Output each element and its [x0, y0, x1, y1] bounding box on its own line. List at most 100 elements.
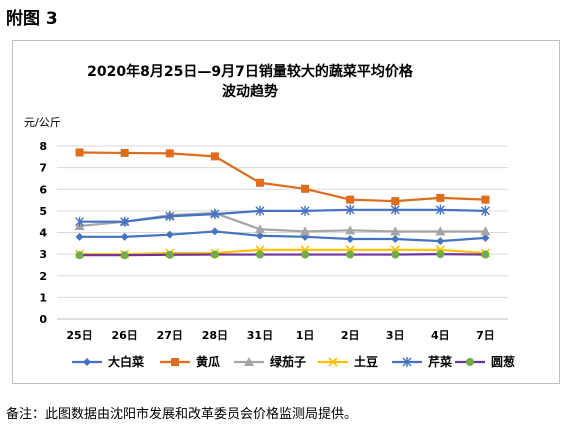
- legend-item: 圆葱: [455, 354, 515, 369]
- data-point: [390, 226, 401, 236]
- data-point: [255, 205, 265, 216]
- series-1: [75, 148, 490, 206]
- data-point: [75, 251, 84, 260]
- y-tick-labels: 0 1 2 3 4 5 6 7 8: [39, 140, 47, 326]
- data-point: [435, 226, 446, 236]
- series-3: [74, 245, 491, 259]
- series-0: [75, 227, 490, 246]
- chart-legend: 大白菜 黄瓜 绿茄子 土豆 芹菜 圆葱: [72, 354, 515, 369]
- legend-label: 土豆: [354, 354, 378, 369]
- data-point: [301, 250, 310, 259]
- data-point: [75, 216, 85, 227]
- y-tick-label: 8: [39, 140, 47, 153]
- data-point: [120, 148, 129, 157]
- data-point: [165, 211, 175, 222]
- legend-item: 绿茄子: [234, 354, 306, 369]
- y-tick-label: 0: [39, 313, 47, 326]
- series-line: [79, 211, 486, 233]
- y-tick-label: 1: [39, 291, 47, 304]
- y-tick-label: 6: [39, 183, 47, 196]
- data-point: [480, 226, 491, 236]
- data-point: [210, 250, 219, 259]
- data-point: [255, 178, 264, 187]
- data-point: [300, 226, 311, 236]
- data-point: [435, 204, 445, 215]
- legend-label: 圆葱: [491, 354, 515, 369]
- data-point: [345, 225, 356, 235]
- chart-title-line-2: 波动趋势: [222, 83, 278, 100]
- data-point: [210, 227, 219, 236]
- data-point: [391, 250, 400, 259]
- legend-item: 黄瓜: [160, 354, 220, 369]
- y-tick-label: 2: [39, 270, 47, 283]
- data-point: [165, 149, 174, 158]
- x-tick-labels: 25日 26日 27日 28日 31日 1日 2日 3日 4日 7日: [66, 329, 494, 342]
- y-tick-label: 7: [39, 162, 47, 175]
- x-tick-label: 3日: [386, 329, 405, 342]
- y-axis-label: 元/公斤: [24, 116, 61, 129]
- legend-item: 大白菜: [72, 354, 144, 369]
- data-point: [466, 358, 474, 366]
- data-point: [436, 250, 445, 259]
- data-point: [481, 195, 490, 204]
- data-point: [120, 216, 130, 227]
- data-point: [346, 250, 355, 259]
- y-tick-label: 4: [39, 227, 47, 240]
- series-4: [75, 204, 490, 227]
- data-point: [481, 250, 490, 259]
- source-note: 备注：此图数据由沈阳市发展和改革委员会价格监测局提供。: [6, 407, 358, 422]
- legend-item: 土豆: [318, 354, 378, 369]
- data-point: [244, 357, 254, 366]
- data-point: [165, 250, 174, 259]
- series-line: [79, 151, 486, 203]
- x-tick-label: 25日: [66, 329, 92, 342]
- data-point: [75, 148, 84, 157]
- data-point: [301, 184, 310, 193]
- x-tick-label: 26日: [111, 329, 137, 342]
- chart-frame: [12, 40, 560, 384]
- data-point: [481, 233, 490, 242]
- series-2: [74, 208, 491, 236]
- data-point: [391, 197, 400, 206]
- legend-label: 芹菜: [428, 354, 452, 369]
- y-tick-label: 5: [39, 205, 47, 218]
- x-tick-label: 7日: [476, 329, 495, 342]
- appendix-heading: 附图 3: [6, 9, 58, 29]
- x-tick-label: 2日: [341, 329, 360, 342]
- x-tick-label: 31日: [247, 329, 273, 342]
- data-point: [165, 230, 174, 239]
- series-line: [79, 253, 486, 257]
- x-tick-label: 27日: [157, 329, 183, 342]
- legend-label: 绿茄子: [270, 354, 306, 369]
- data-point: [436, 193, 445, 202]
- data-point: [210, 209, 220, 220]
- data-point: [345, 204, 355, 215]
- data-point: [210, 152, 219, 161]
- data-point: [255, 231, 264, 240]
- series-line: [79, 248, 486, 256]
- data-point: [328, 357, 338, 367]
- y-tick-label: 3: [39, 248, 47, 261]
- data-point: [436, 237, 445, 246]
- series-5: [75, 250, 490, 260]
- data-point: [346, 195, 355, 204]
- data-point: [391, 234, 400, 243]
- data-point: [120, 232, 129, 241]
- series-lines: [74, 148, 491, 260]
- data-point: [402, 357, 412, 367]
- legend-label: 大白菜: [108, 354, 144, 369]
- data-point: [254, 224, 265, 234]
- data-point: [255, 250, 264, 259]
- data-point: [83, 358, 91, 366]
- data-point: [120, 251, 129, 260]
- legend-item: 芹菜: [392, 354, 452, 369]
- data-point: [171, 358, 179, 366]
- x-tick-label: 1日: [296, 329, 315, 342]
- x-tick-label: 4日: [431, 329, 450, 342]
- chart-title-line-1: 2020年8月25日—9月7日销量较大的蔬菜平均价格: [87, 63, 414, 80]
- legend-label: 黄瓜: [196, 354, 220, 369]
- data-point: [480, 205, 490, 216]
- series-line: [79, 208, 486, 223]
- series-line: [79, 230, 486, 243]
